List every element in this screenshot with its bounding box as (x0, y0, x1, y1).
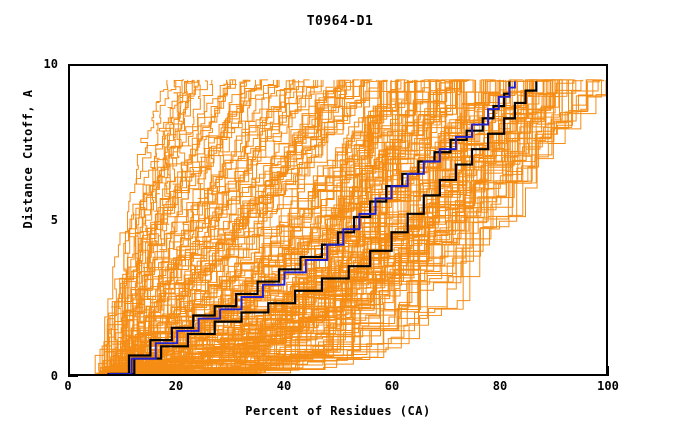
x-tick-label: 20 (168, 379, 184, 393)
prediction-curve (107, 79, 194, 374)
x-tick-label: 100 (597, 379, 619, 393)
prediction-curve (102, 79, 341, 372)
prediction-curve (115, 79, 231, 374)
prediction-curve (126, 79, 295, 374)
prediction-curve (110, 79, 386, 374)
y-tick-label: 10 (43, 57, 58, 71)
prediction-curve (121, 79, 517, 374)
prediction-curve (100, 79, 256, 374)
x-tick-major (608, 366, 609, 376)
prediction-curve (120, 79, 338, 373)
prediction-curve (103, 79, 228, 374)
y-tick-label: 5 (50, 213, 58, 227)
prediction-curve (99, 79, 446, 374)
prediction-curve (130, 79, 556, 374)
x-tick-label: 40 (276, 379, 292, 393)
prediction-curve (94, 79, 324, 374)
reference-curve-best-reference-black-2 (107, 81, 538, 374)
curve-canvas (94, 79, 606, 374)
prediction-curve (129, 79, 368, 372)
prediction-curve (122, 79, 169, 374)
prediction-curve (139, 79, 505, 374)
prediction-curve (101, 79, 475, 374)
prediction-curve (115, 79, 346, 372)
y-axis-label: Distance Cutoff, A (21, 89, 35, 229)
prediction-curve (136, 79, 263, 373)
prediction-curve (128, 79, 533, 374)
prediction-curve (107, 79, 383, 374)
prediction-curve (112, 79, 354, 374)
x-axis-label: Percent of Residues (CA) (245, 404, 431, 418)
prediction-curves (94, 79, 606, 374)
prediction-curve (131, 79, 193, 374)
prediction-curve (99, 79, 528, 374)
x-tick-label: 60 (384, 379, 400, 393)
reference-curves (107, 81, 538, 374)
prediction-curve (131, 79, 468, 374)
prediction-curve (110, 79, 605, 374)
prediction-curve (129, 79, 237, 372)
prediction-curve (111, 79, 214, 374)
prediction-curve (125, 79, 177, 374)
x-tick-label: 80 (492, 379, 508, 393)
prediction-curve (129, 79, 582, 374)
prediction-curve (109, 79, 440, 374)
prediction-curve (99, 79, 556, 374)
prediction-curve (116, 79, 431, 374)
plot-area (68, 64, 608, 376)
prediction-curve (118, 79, 379, 374)
prediction-curve (106, 79, 319, 372)
y-tick-major (68, 376, 78, 377)
prediction-curve (104, 79, 305, 374)
prediction-curve (106, 79, 236, 374)
prediction-curve (102, 79, 275, 374)
prediction-curve (111, 79, 350, 374)
y-tick-label: 0 (50, 369, 58, 383)
prediction-curve (114, 79, 262, 372)
reference-curve-reference-blue (108, 81, 516, 374)
x-tick-label: 0 (64, 379, 72, 393)
chart-title: T0964-D1 (306, 14, 374, 29)
